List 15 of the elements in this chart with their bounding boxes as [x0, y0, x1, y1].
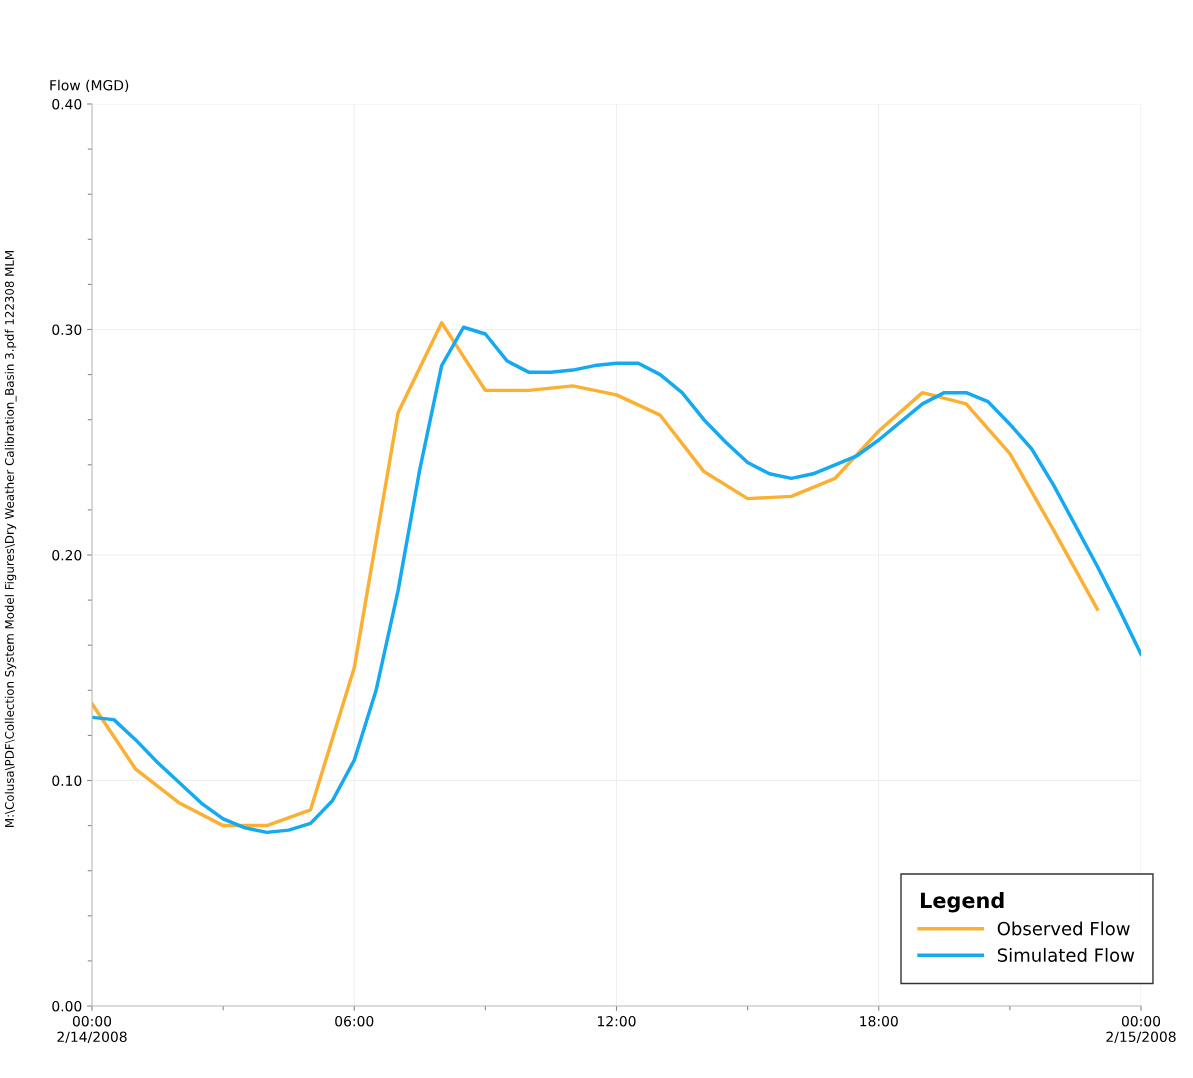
x-tick-label: 12:00 — [598, 1015, 636, 1027]
x-tick-label: 00:00 2/14/2008 — [57, 1015, 127, 1044]
y-tick-label: 0.00 — [52, 1000, 82, 1012]
legend-title: Legend — [920, 892, 1004, 913]
x-tick-label: 18:00 — [860, 1015, 898, 1027]
y-tick-label: 0.40 — [52, 98, 82, 110]
text: M:\Colusa\PDF\Collection System Model Figures\Dry Weather Calibration_Basin 3.pdf 122308 MLM — [4, 251, 17, 827]
x-tick-label: 06:00 — [335, 1015, 374, 1027]
y-tick-label: 0.30 — [52, 324, 82, 335]
y-tick-label: 0.10 — [52, 775, 82, 786]
legend-label: Simulated Flow — [997, 947, 1135, 962]
legend-label: Observed Flow — [997, 921, 1130, 936]
y-tick-label: 0.20 — [52, 549, 82, 561]
x-tick-label: 00:00 2/15/2008 — [1106, 1015, 1176, 1044]
y-axis-title: Flow (MGD) — [50, 79, 129, 93]
